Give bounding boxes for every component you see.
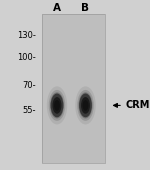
Text: 70-: 70- <box>22 81 36 89</box>
Text: A: A <box>53 3 61 13</box>
Ellipse shape <box>54 100 60 111</box>
Text: 130-: 130- <box>17 31 36 40</box>
Ellipse shape <box>75 86 96 124</box>
Ellipse shape <box>49 90 65 121</box>
Ellipse shape <box>79 94 92 117</box>
Bar <box>42 14 105 163</box>
Ellipse shape <box>50 92 64 118</box>
Ellipse shape <box>47 86 67 124</box>
Ellipse shape <box>51 94 63 117</box>
Text: 100-: 100- <box>17 53 36 62</box>
Bar <box>42 14 105 163</box>
Ellipse shape <box>78 92 93 118</box>
Ellipse shape <box>81 97 90 114</box>
Ellipse shape <box>83 100 88 111</box>
Text: B: B <box>81 3 90 13</box>
Text: CRMP1: CRMP1 <box>126 100 150 110</box>
Text: 55-: 55- <box>22 106 36 115</box>
Ellipse shape <box>77 90 94 121</box>
Ellipse shape <box>52 97 62 114</box>
